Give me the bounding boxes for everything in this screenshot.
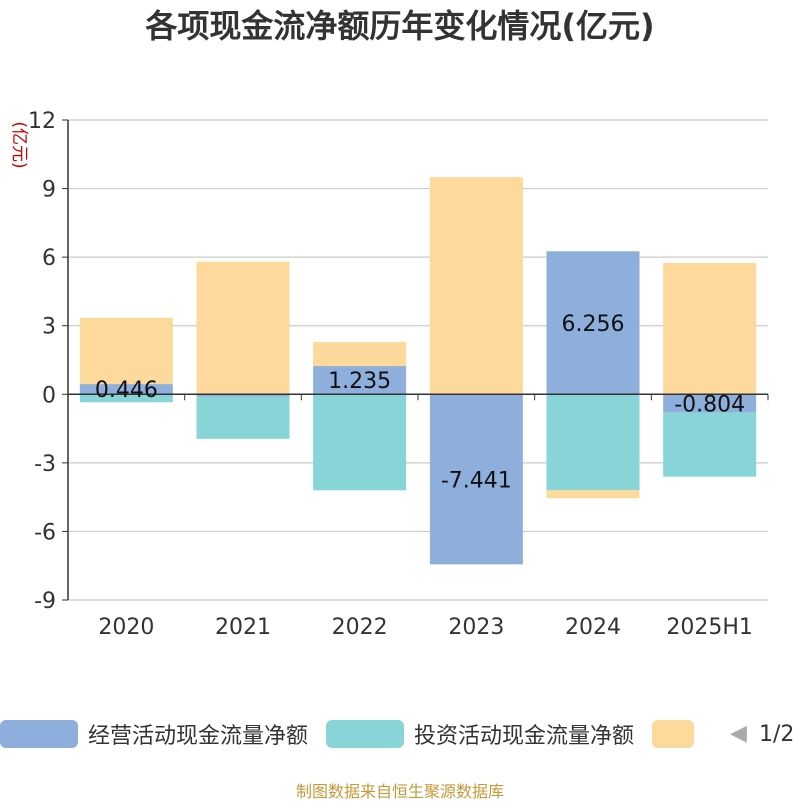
- y-tick-label: 3: [42, 315, 56, 340]
- legend-label-operating: 经营活动现金流量净额: [88, 724, 309, 749]
- y-tick-label: -3: [34, 452, 56, 477]
- bar-series1-2025H1: [663, 412, 757, 477]
- x-tick-label: 2024: [565, 615, 621, 640]
- x-tick-label: 2020: [98, 615, 154, 640]
- bar-series0-2025H1: [663, 394, 757, 413]
- legend-item-investing[interactable]: 投资活动现金流量净额: [326, 718, 634, 750]
- legend-item-operating[interactable]: 经营活动现金流量净额: [0, 718, 308, 750]
- legend-swatch-third-series: [652, 720, 695, 748]
- axes: -9 -6 -3 0 3 6 9 12 2020 2021 2022 2023 2024 2025H1: [28, 109, 769, 640]
- legend-prev-icon[interactable]: ◀: [730, 721, 747, 746]
- bar-series2-2021: [196, 261, 290, 395]
- data-label: -7.441: [441, 468, 512, 493]
- bar-series1-2022: [313, 394, 407, 491]
- bar-series0-2023: [429, 394, 523, 565]
- y-tick-label: -6: [34, 520, 56, 545]
- bar-series0-2020: [79, 384, 173, 395]
- data-label: 0.446: [95, 378, 158, 403]
- bar-series2-2024: [546, 490, 640, 499]
- y-tick-label: -9: [34, 589, 56, 614]
- legend-page-indicator: 1/2: [758, 721, 795, 747]
- source-footer: 制图数据来自恒生聚源数据库: [295, 782, 504, 801]
- data-label: 1.235: [328, 369, 391, 394]
- data-label: -0.804: [674, 392, 745, 417]
- bar-series2-2020: [79, 317, 173, 385]
- legend-label-investing: 投资活动现金流量净额: [414, 724, 635, 749]
- legend: 经营活动现金流量净额 投资活动现金流量净额 ◀ 1/2 ▶: [0, 716, 800, 752]
- bar-series0-2024: [546, 251, 640, 395]
- y-tick-label: 12: [28, 109, 56, 134]
- legend-pager: ◀ 1/2 ▶: [730, 720, 800, 748]
- y-tick-label: 9: [42, 178, 56, 203]
- x-tick-label: 2022: [332, 615, 388, 640]
- y-tick-label: 6: [42, 246, 56, 271]
- bar-series1-2024: [546, 394, 640, 491]
- x-tick-label: 2021: [215, 615, 271, 640]
- y-axis-unit: (亿元): [9, 121, 29, 168]
- bars: [79, 177, 757, 565]
- legend-item-third-series[interactable]: [652, 720, 704, 748]
- bar-series0-2021: [196, 394, 290, 397]
- bar-series2-2022: [313, 342, 407, 367]
- bar-series0-2022: [313, 366, 407, 395]
- bar-series2-2025H1: [663, 262, 757, 395]
- data-labels: 0.446 1.235 -7.441 6.256 -0.804: [95, 312, 745, 494]
- chart-title: 各项现金流净额历年变化情况(亿元): [145, 7, 655, 45]
- bar-series1-2020: [79, 394, 173, 403]
- y-tick-label: 0: [42, 383, 56, 408]
- x-tick-label: 2025H1: [666, 615, 753, 640]
- bar-series1-2021: [196, 396, 290, 439]
- bar-series2-2023: [429, 177, 523, 395]
- x-tick-label: 2023: [448, 615, 504, 640]
- legend-swatch-operating: [0, 720, 78, 748]
- grid-lines: [68, 119, 768, 601]
- data-label: 6.256: [562, 312, 625, 337]
- legend-swatch-investing: [326, 720, 405, 748]
